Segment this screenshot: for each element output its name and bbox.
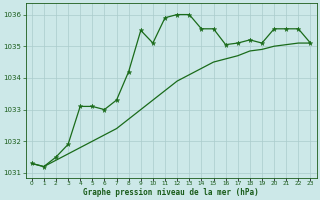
- X-axis label: Graphe pression niveau de la mer (hPa): Graphe pression niveau de la mer (hPa): [83, 188, 259, 197]
